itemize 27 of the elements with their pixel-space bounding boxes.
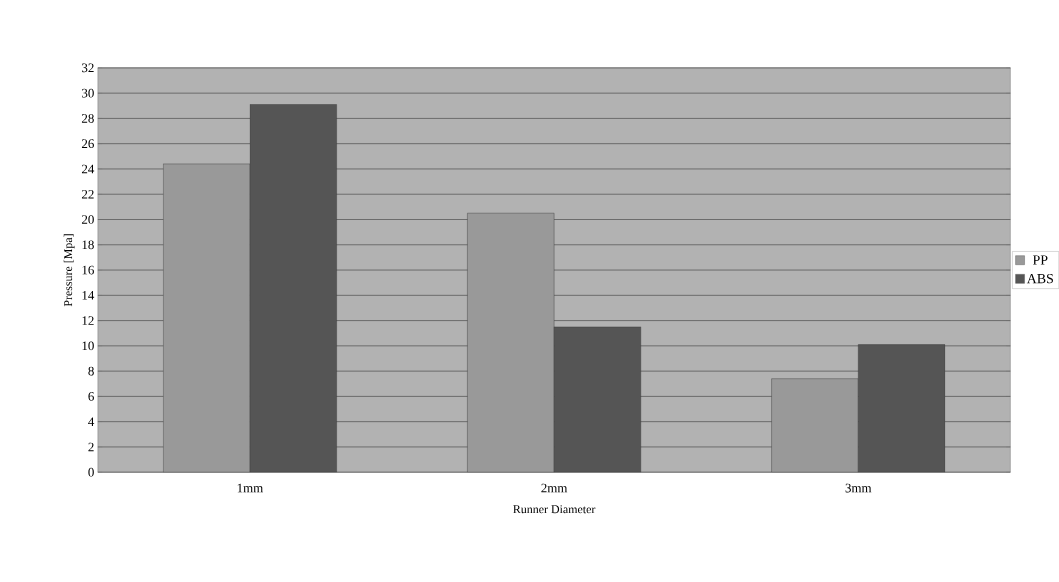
y-tick-label: 20: [81, 215, 94, 224]
x-tick-label: 1mm: [237, 483, 264, 493]
x-axis-title: Runner Diameter: [513, 505, 596, 514]
y-tick-label: 22: [81, 189, 94, 199]
y-tick-label: 8: [88, 366, 94, 376]
y-tick-label: 28: [81, 114, 94, 123]
bar: [467, 212, 555, 473]
y-tick-label: 26: [81, 139, 94, 149]
x-tick-label: 3mm: [845, 483, 872, 493]
y-tick-label: 6: [88, 392, 94, 401]
bar: [771, 378, 859, 473]
y-tick-label: 24: [81, 164, 95, 174]
y-tick-label: 0: [88, 467, 94, 477]
x-tick-label: 2mm: [541, 483, 568, 493]
y-tick-label: 14: [82, 291, 95, 300]
bar: [163, 163, 251, 473]
y-tick-label: 4: [88, 417, 95, 426]
y-tick-label: 32: [82, 63, 94, 73]
y-tick-label: 10: [82, 341, 94, 351]
y-tick-label: 30: [82, 88, 94, 98]
y-tick-label: 12: [82, 316, 94, 325]
legend-label: PP: [1032, 255, 1048, 265]
y-tick-label: 18: [82, 240, 94, 250]
legend-label: ABS: [1026, 273, 1053, 284]
y-tick-label: 2: [88, 442, 94, 452]
y-axis-title: Pressure [Mpa]: [63, 234, 75, 307]
y-tick-label: 16: [82, 265, 94, 275]
